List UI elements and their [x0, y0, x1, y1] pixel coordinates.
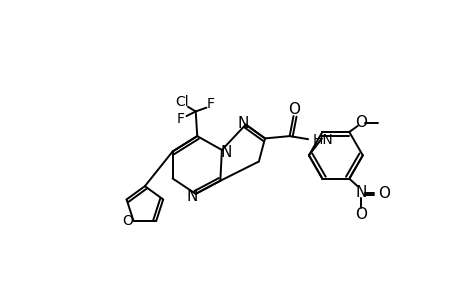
Text: F: F — [176, 112, 184, 126]
Text: O: O — [122, 214, 133, 228]
Text: O: O — [288, 102, 300, 117]
Text: HN: HN — [312, 133, 333, 147]
Text: N: N — [237, 116, 249, 130]
Text: N: N — [186, 189, 198, 204]
Text: F: F — [207, 97, 215, 111]
Text: N: N — [354, 185, 366, 200]
Text: N: N — [219, 145, 231, 160]
Text: O: O — [377, 186, 389, 201]
Text: O: O — [354, 207, 366, 222]
Text: Cl: Cl — [175, 95, 188, 109]
Text: O: O — [354, 115, 366, 130]
